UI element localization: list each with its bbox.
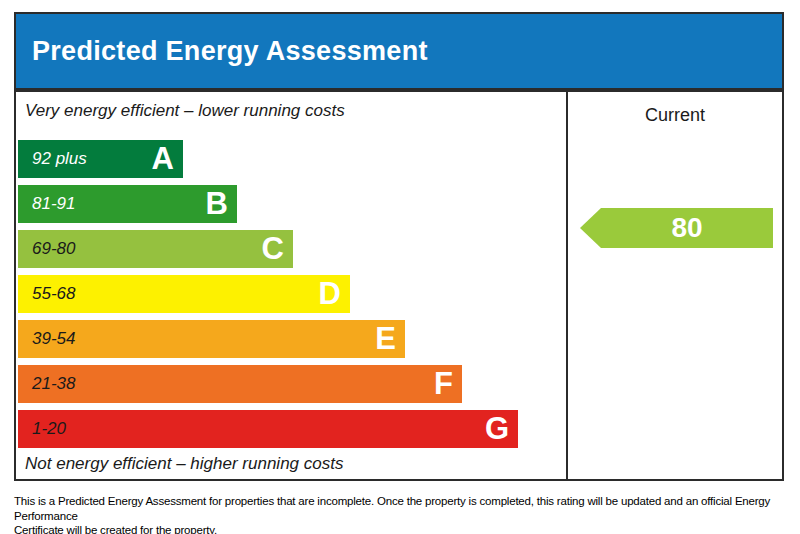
current-rating-value: 80 <box>671 212 702 243</box>
band-row-g: 1-20 G <box>18 410 518 448</box>
band-row-a: 92 plus A <box>18 140 183 178</box>
band-row-b: 81-91 B <box>18 185 237 223</box>
epc-header-bar: Predicted Energy Assessment <box>14 12 784 90</box>
current-column-header: Current <box>568 105 782 126</box>
band-row-f: 21-38 F <box>18 365 462 403</box>
band-range-label: 92 plus <box>32 149 87 169</box>
band-row-c: 69-80 C <box>18 230 293 268</box>
caption-not-efficient: Not energy efficient – higher running co… <box>25 454 343 474</box>
footer-line-1: This is a Predicted Energy Assessment fo… <box>14 494 786 523</box>
epc-bands: 92 plus A 81-91 B 69-80 C 55-68 D 39-54 E 21-38 F 1-… <box>18 140 566 455</box>
band-range-label: 81-91 <box>32 194 75 214</box>
current-rating-column: Current 80 <box>568 92 782 479</box>
band-row-e: 39-54 E <box>18 320 405 358</box>
band-range-label: 1-20 <box>32 419 66 439</box>
current-rating-arrow: 80 <box>580 208 773 248</box>
band-letter: B <box>206 185 228 223</box>
epc-bands-section: Very energy efficient – lower running co… <box>16 92 568 479</box>
caption-very-efficient: Very energy efficient – lower running co… <box>25 101 345 121</box>
band-letter: D <box>319 275 341 313</box>
band-letter: E <box>375 320 396 358</box>
footer-line-2: Certificate will be created for the prop… <box>14 523 786 534</box>
predicted-energy-assessment-page: Predicted Energy Assessment Very energy … <box>0 0 800 534</box>
band-letter: G <box>485 410 509 448</box>
band-range-label: 21-38 <box>32 374 75 394</box>
band-letter: F <box>434 365 453 403</box>
band-range-label: 55-68 <box>32 284 75 304</box>
band-letter: C <box>262 230 284 268</box>
page-title: Predicted Energy Assessment <box>32 36 428 67</box>
band-range-label: 69-80 <box>32 239 75 259</box>
band-letter: A <box>152 140 174 178</box>
band-row-d: 55-68 D <box>18 275 350 313</box>
footer-note: This is a Predicted Energy Assessment fo… <box>14 494 786 534</box>
band-range-label: 39-54 <box>32 329 75 349</box>
epc-chart-box: Very energy efficient – lower running co… <box>14 90 784 481</box>
